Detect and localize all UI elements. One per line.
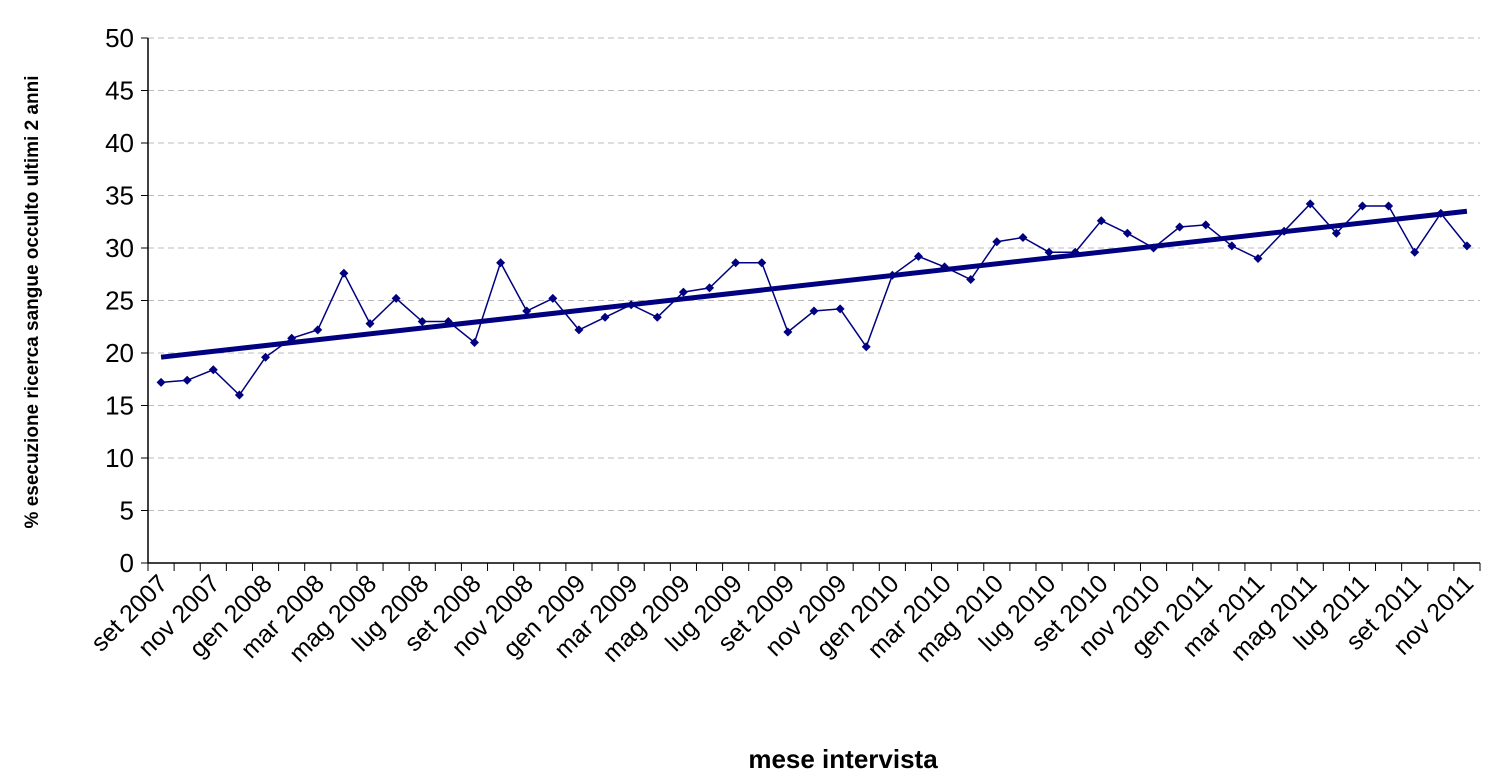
data-point xyxy=(496,258,506,268)
data-point xyxy=(313,325,323,335)
data-point xyxy=(1462,241,1472,251)
data-point xyxy=(261,352,271,362)
data-point xyxy=(861,342,871,352)
data-point xyxy=(626,300,636,310)
y-tick-label: 35 xyxy=(105,181,134,211)
data-point xyxy=(1279,226,1289,236)
data-point xyxy=(1044,247,1054,257)
data-point xyxy=(913,251,923,261)
y-tick-label: 50 xyxy=(105,23,134,53)
data-point xyxy=(156,377,166,387)
data-point xyxy=(365,319,375,329)
data-point xyxy=(1253,254,1263,263)
data-point xyxy=(783,327,793,337)
data-point xyxy=(678,287,688,297)
data-point xyxy=(443,317,453,326)
data-point xyxy=(940,262,950,272)
y-tick-label: 20 xyxy=(105,338,134,368)
data-point xyxy=(182,375,192,385)
data-point xyxy=(1070,247,1080,257)
data-point xyxy=(705,283,715,293)
data-point xyxy=(417,317,427,326)
data-point xyxy=(391,293,401,303)
data-point xyxy=(809,306,819,316)
y-tick-label: 30 xyxy=(105,233,134,263)
data-point xyxy=(1175,222,1185,232)
data-point xyxy=(234,390,244,400)
data-point xyxy=(1096,216,1106,226)
data-point xyxy=(600,312,610,322)
y-tick-label: 25 xyxy=(105,286,134,316)
y-tick-label: 5 xyxy=(120,496,134,526)
data-point xyxy=(1227,241,1237,251)
data-point xyxy=(469,338,479,347)
y-tick-label: 40 xyxy=(105,128,134,158)
trend-line xyxy=(160,208,1468,360)
data-point xyxy=(548,293,558,303)
data-point xyxy=(1149,243,1159,253)
data-point xyxy=(835,304,845,314)
y-tick-label: 10 xyxy=(105,443,134,473)
data-point xyxy=(522,306,532,316)
data-point xyxy=(992,237,1002,247)
data-point xyxy=(1018,233,1028,242)
data-point xyxy=(1357,201,1367,211)
data-point xyxy=(1305,199,1315,209)
data-point xyxy=(1201,220,1211,230)
data-point xyxy=(1331,228,1341,238)
data-point xyxy=(208,365,218,375)
y-tick-label: 0 xyxy=(120,548,134,578)
y-tick-label: 45 xyxy=(105,76,134,106)
data-point xyxy=(757,258,767,268)
data-point xyxy=(652,312,662,322)
data-point xyxy=(887,270,897,280)
y-axis-title: % esecuzione ricerca sangue occulto ulti… xyxy=(22,76,43,529)
x-axis-title: mese intervista xyxy=(748,744,938,771)
y-tick-label: 15 xyxy=(105,391,134,421)
data-point xyxy=(339,268,349,278)
data-point xyxy=(574,325,584,335)
data-point xyxy=(731,258,741,268)
data-point xyxy=(287,333,297,343)
data-point xyxy=(1410,247,1420,257)
data-point xyxy=(1122,228,1132,238)
data-point xyxy=(1436,208,1446,218)
data-point xyxy=(966,275,976,284)
data-point xyxy=(1384,201,1394,211)
